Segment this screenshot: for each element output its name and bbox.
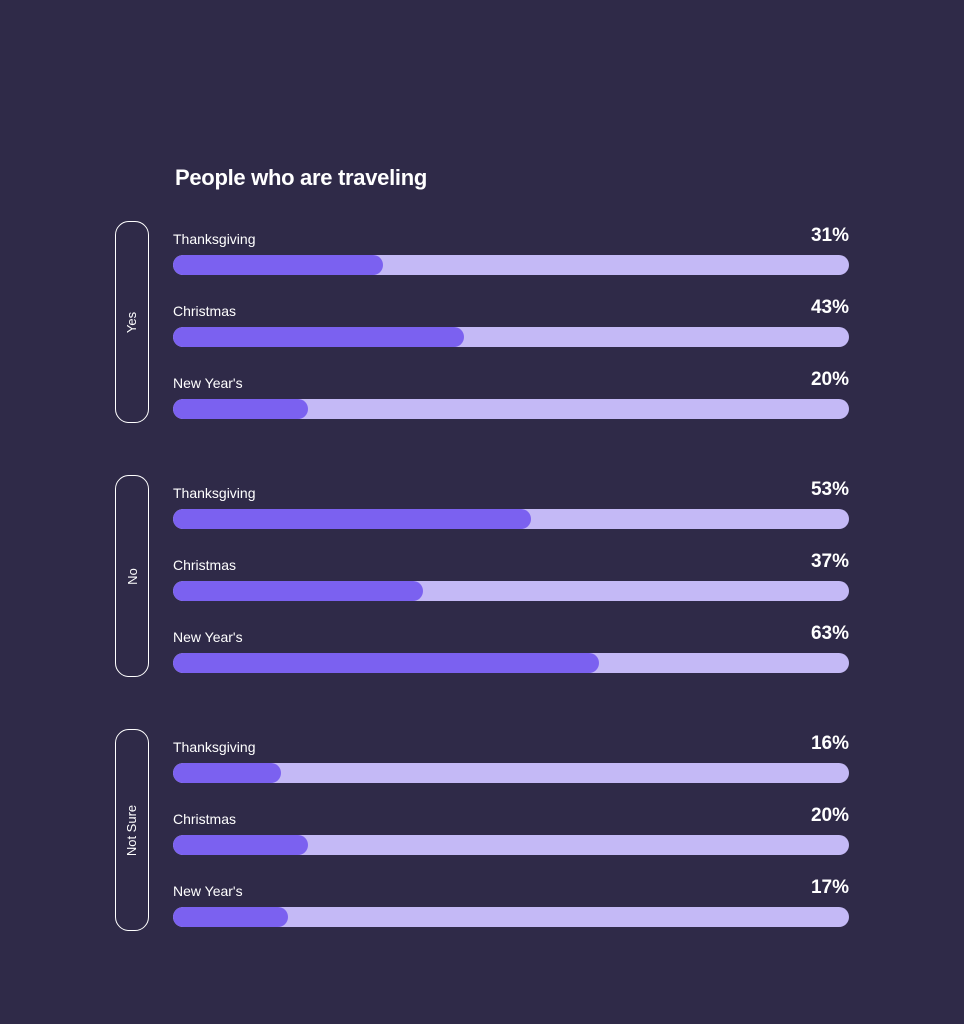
bar-track: [173, 907, 849, 927]
bar-item: New Year's 20%: [173, 369, 849, 419]
bar-label: Thanksgiving: [173, 739, 256, 755]
bar-track: [173, 835, 849, 855]
bar-value: 20%: [811, 805, 849, 827]
bar-item: New Year's 63%: [173, 623, 849, 673]
bar-label: New Year's: [173, 883, 243, 899]
bar-track: [173, 653, 849, 673]
bar-fill: [173, 255, 383, 275]
bar-item: New Year's 17%: [173, 877, 849, 927]
bar-value: 43%: [811, 297, 849, 319]
bar-item: Christmas 37%: [173, 551, 849, 601]
bar-fill: [173, 509, 531, 529]
bar-fill: [173, 399, 308, 419]
bar-track: [173, 255, 849, 275]
chart-title: People who are traveling: [175, 165, 849, 191]
group-label-pill: Not Sure: [115, 729, 149, 931]
bar-label: Thanksgiving: [173, 231, 256, 247]
bar-item: Christmas 43%: [173, 297, 849, 347]
bar-fill: [173, 835, 308, 855]
group-label: Yes: [125, 311, 140, 332]
bar-label: Christmas: [173, 811, 236, 827]
group-bars: Thanksgiving 16% Christmas 20% New Yea: [173, 729, 849, 931]
bar-value: 16%: [811, 733, 849, 755]
chart-groups: Yes Thanksgiving 31% Christmas 43%: [115, 221, 849, 931]
bar-label: New Year's: [173, 375, 243, 391]
group-label-pill: Yes: [115, 221, 149, 423]
bar-label: New Year's: [173, 629, 243, 645]
bar-value: 53%: [811, 479, 849, 501]
bar-fill: [173, 907, 288, 927]
bar-value: 63%: [811, 623, 849, 645]
bar-fill: [173, 653, 599, 673]
bar-value: 37%: [811, 551, 849, 573]
bar-track: [173, 763, 849, 783]
bar-label: Christmas: [173, 557, 236, 573]
group-label: No: [125, 568, 140, 585]
bar-item: Thanksgiving 31%: [173, 225, 849, 275]
group-label: Not Sure: [125, 804, 140, 855]
bar-value: 20%: [811, 369, 849, 391]
bar-label: Christmas: [173, 303, 236, 319]
bar-track: [173, 509, 849, 529]
bar-fill: [173, 763, 281, 783]
bar-track: [173, 399, 849, 419]
bar-value: 31%: [811, 225, 849, 247]
group-bars: Thanksgiving 53% Christmas 37% New Yea: [173, 475, 849, 677]
chart-group: No Thanksgiving 53% Christmas 37%: [115, 475, 849, 677]
bar-item: Christmas 20%: [173, 805, 849, 855]
bar-track: [173, 327, 849, 347]
bar-fill: [173, 327, 464, 347]
group-bars: Thanksgiving 31% Christmas 43% New Yea: [173, 221, 849, 423]
bar-value: 17%: [811, 877, 849, 899]
chart-group: Yes Thanksgiving 31% Christmas 43%: [115, 221, 849, 423]
group-label-pill: No: [115, 475, 149, 677]
bar-fill: [173, 581, 423, 601]
bar-label: Thanksgiving: [173, 485, 256, 501]
bar-item: Thanksgiving 16%: [173, 733, 849, 783]
bar-item: Thanksgiving 53%: [173, 479, 849, 529]
chart-group: Not Sure Thanksgiving 16% Christmas 20%: [115, 729, 849, 931]
bar-track: [173, 581, 849, 601]
